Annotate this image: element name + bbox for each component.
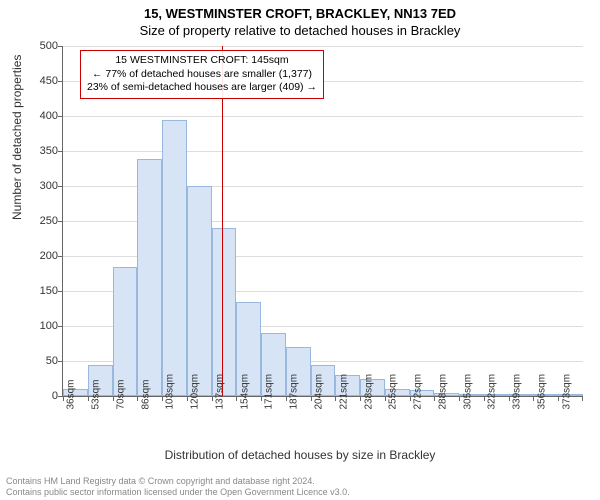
y-tick [58, 221, 63, 222]
x-tick [533, 396, 534, 401]
chart-container: 15, WESTMINSTER CROFT, BRACKLEY, NN13 7E… [0, 0, 600, 500]
histogram-bar [113, 267, 138, 397]
x-tick [236, 396, 237, 401]
title-subtitle: Size of property relative to detached ho… [0, 21, 600, 38]
y-tick [58, 186, 63, 187]
histogram-bar [137, 159, 162, 396]
grid-line [63, 116, 583, 117]
x-tick [311, 396, 312, 401]
x-tick [459, 396, 460, 401]
annotation-box: 15 WESTMINSTER CROFT: 145sqm← 77% of det… [80, 50, 324, 99]
y-tick-label: 350 [18, 145, 58, 157]
x-tick [582, 396, 583, 401]
annotation-line1: 15 WESTMINSTER CROFT: 145sqm [87, 54, 317, 68]
y-tick [58, 46, 63, 47]
y-tick [58, 326, 63, 327]
x-tick [335, 396, 336, 401]
y-tick [58, 361, 63, 362]
x-tick [261, 396, 262, 401]
x-tick [162, 396, 163, 401]
histogram-bar [187, 186, 212, 396]
grid-line [63, 151, 583, 152]
x-tick [410, 396, 411, 401]
x-tick [212, 396, 213, 401]
x-tick [360, 396, 361, 401]
x-tick [558, 396, 559, 401]
x-tick [434, 396, 435, 401]
y-tick-label: 300 [18, 180, 58, 192]
y-tick-label: 150 [18, 285, 58, 297]
histogram-bar [162, 120, 187, 397]
y-tick-label: 250 [18, 215, 58, 227]
y-tick [58, 81, 63, 82]
y-tick-label: 50 [18, 355, 58, 367]
x-tick [484, 396, 485, 401]
annotation-line3: 23% of semi-detached houses are larger (… [87, 81, 317, 95]
title-address: 15, WESTMINSTER CROFT, BRACKLEY, NN13 7E… [0, 0, 600, 21]
x-tick [187, 396, 188, 401]
histogram-bar [212, 228, 237, 396]
y-tick [58, 151, 63, 152]
x-tick [113, 396, 114, 401]
x-tick [63, 396, 64, 401]
y-tick-label: 450 [18, 75, 58, 87]
y-tick-label: 500 [18, 40, 58, 52]
y-tick-label: 200 [18, 250, 58, 262]
x-tick [509, 396, 510, 401]
y-tick-label: 0 [18, 390, 58, 402]
x-axis-label: Distribution of detached houses by size … [0, 448, 600, 462]
footer-attribution: Contains HM Land Registry data © Crown c… [6, 476, 350, 498]
x-tick [385, 396, 386, 401]
annotation-line2: ← 77% of detached houses are smaller (1,… [87, 68, 317, 82]
x-tick [286, 396, 287, 401]
x-tick [88, 396, 89, 401]
y-tick [58, 256, 63, 257]
grid-line [63, 46, 583, 47]
x-tick [137, 396, 138, 401]
footer-line2: Contains public sector information licen… [6, 487, 350, 498]
y-tick-label: 100 [18, 320, 58, 332]
footer-line1: Contains HM Land Registry data © Crown c… [6, 476, 350, 487]
y-tick [58, 291, 63, 292]
y-tick [58, 116, 63, 117]
y-tick-label: 400 [18, 110, 58, 122]
